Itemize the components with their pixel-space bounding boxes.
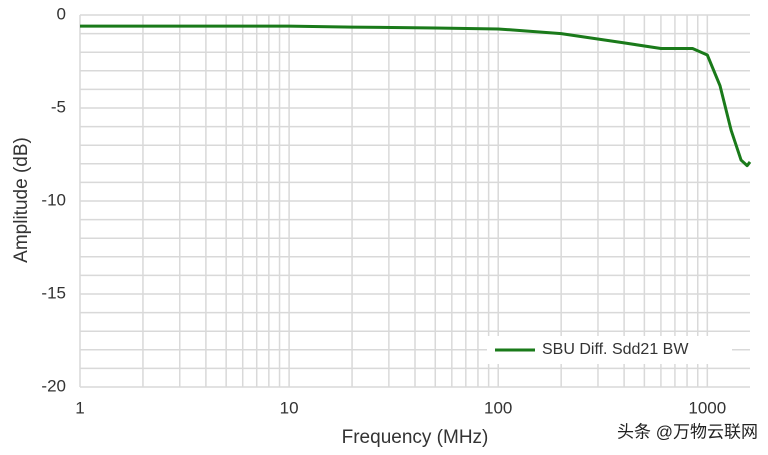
y-tick-label: -5 xyxy=(51,97,66,116)
y-axis-title: Amplitude (dB) xyxy=(11,137,32,263)
legend-label: SBU Diff. Sdd21 BW xyxy=(542,341,689,358)
line-series xyxy=(80,24,752,168)
x-axis-title: Frequency (MHz) xyxy=(342,427,489,448)
x-tick-label: 1 xyxy=(75,398,84,417)
x-tick-label: 10 xyxy=(280,398,299,417)
watermark: 头条 @万物云联网 xyxy=(617,422,758,441)
y-tick-label: -10 xyxy=(41,190,66,209)
y-tick-label: -20 xyxy=(41,376,66,395)
y-tick-label: 0 xyxy=(57,4,66,23)
x-tick-label: 100 xyxy=(484,398,512,417)
y-tick-label: -15 xyxy=(41,283,66,302)
x-tick-label: 1000 xyxy=(688,398,726,417)
